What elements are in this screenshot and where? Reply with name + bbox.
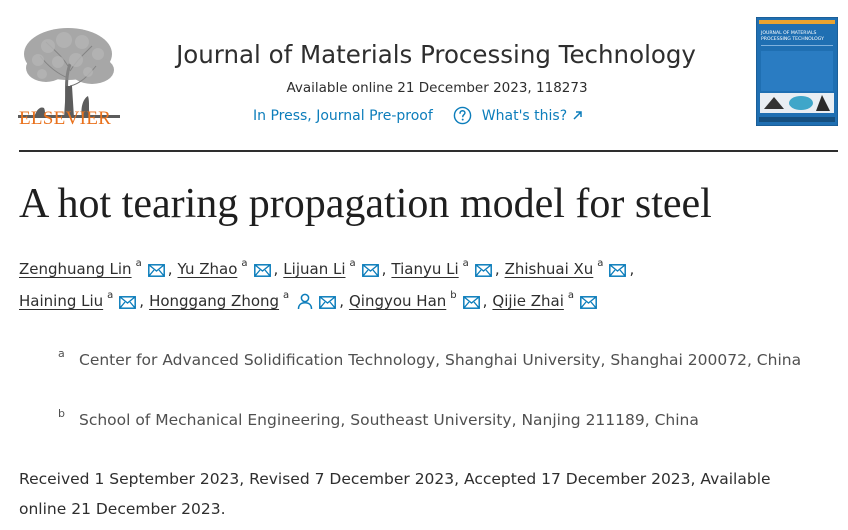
author-link[interactable]: Zhishuai Xu [504,260,594,278]
affiliation-marker: a [241,257,248,269]
affiliation-marker: a [567,289,575,301]
elsevier-tree-logo[interactable] [18,14,120,130]
affiliation-label: a [58,347,65,360]
affiliation-text: Center for Advanced Solidification Techn… [79,351,802,369]
corresponding-author-person-icon[interactable] [297,293,313,310]
affiliation-label: b [58,407,65,420]
affiliation-marker: a [462,257,469,269]
publisher-name: ELSEVIER [19,108,112,129]
envelope-icon[interactable] [319,295,337,309]
available-online-line: Available online 21 December 2023, 11827… [286,80,588,96]
affiliation-marker: a [283,289,290,301]
envelope-icon[interactable] [580,295,597,309]
article-history-dates: Received 1 September 2023, Revised 7 Dec… [19,470,771,518]
author-link[interactable]: Honggang Zhong [149,292,280,310]
envelope-icon[interactable] [147,263,165,277]
author-link[interactable]: Tianyu Li [391,260,459,278]
affiliation-marker: a [107,289,114,301]
journal-cover-thumbnail[interactable]: JOURNAL OF MATERIALS PROCESSING TECHNOLO… [756,17,838,126]
external-link-arrow-icon [573,111,582,120]
author-link[interactable]: Qijie Zhai [492,292,564,310]
affiliation-b: b School of Mechanical Engineering, Sout… [58,405,819,435]
affiliation-marker: b [450,289,457,301]
author-link[interactable]: Lijuan Li [283,260,346,278]
affiliation-marker: a [597,257,604,269]
envelope-icon[interactable] [361,263,379,277]
author-link[interactable]: Qingyou Han [348,292,447,310]
author-list-line-1: Zenghuang Lin a , Yu Zhao a , Lijuan Li … [19,257,635,279]
question-circle-icon[interactable] [453,106,472,125]
envelope-icon[interactable] [474,263,492,277]
article-status-row: In Press, Journal Pre-proof What's this? [253,106,583,125]
author-link[interactable]: Zenghuang Lin [19,260,132,278]
affiliation-marker: a [349,257,356,269]
cover-title-line2: PROCESSING TECHNOLOGY [761,36,824,42]
envelope-icon[interactable] [462,295,480,309]
author-link[interactable]: Yu Zhao [177,260,238,278]
journal-title[interactable]: Journal of Materials Processing Technolo… [176,40,696,69]
author-link[interactable]: Haining Liu [19,292,104,310]
whats-this-link[interactable]: What's this? [481,107,568,124]
journal-pre-proof-link[interactable]: In Press, Journal Pre-proof [253,107,433,124]
envelope-icon[interactable] [119,295,137,309]
affiliation-a: a Center for Advanced Solidification Tec… [58,345,819,375]
affiliation-text: School of Mechanical Engineering, Southe… [79,411,699,429]
affiliation-marker: a [135,257,142,269]
cover-title-line1: JOURNAL OF MATERIALS [760,30,817,36]
article-title: A hot tearing propagation model for stee… [19,181,712,227]
author-list-line-2: Haining Liu a , Honggang Zhong a , Qingy… [19,289,597,310]
envelope-icon[interactable] [609,263,627,277]
header-divider [19,150,838,152]
envelope-icon[interactable] [253,263,271,277]
